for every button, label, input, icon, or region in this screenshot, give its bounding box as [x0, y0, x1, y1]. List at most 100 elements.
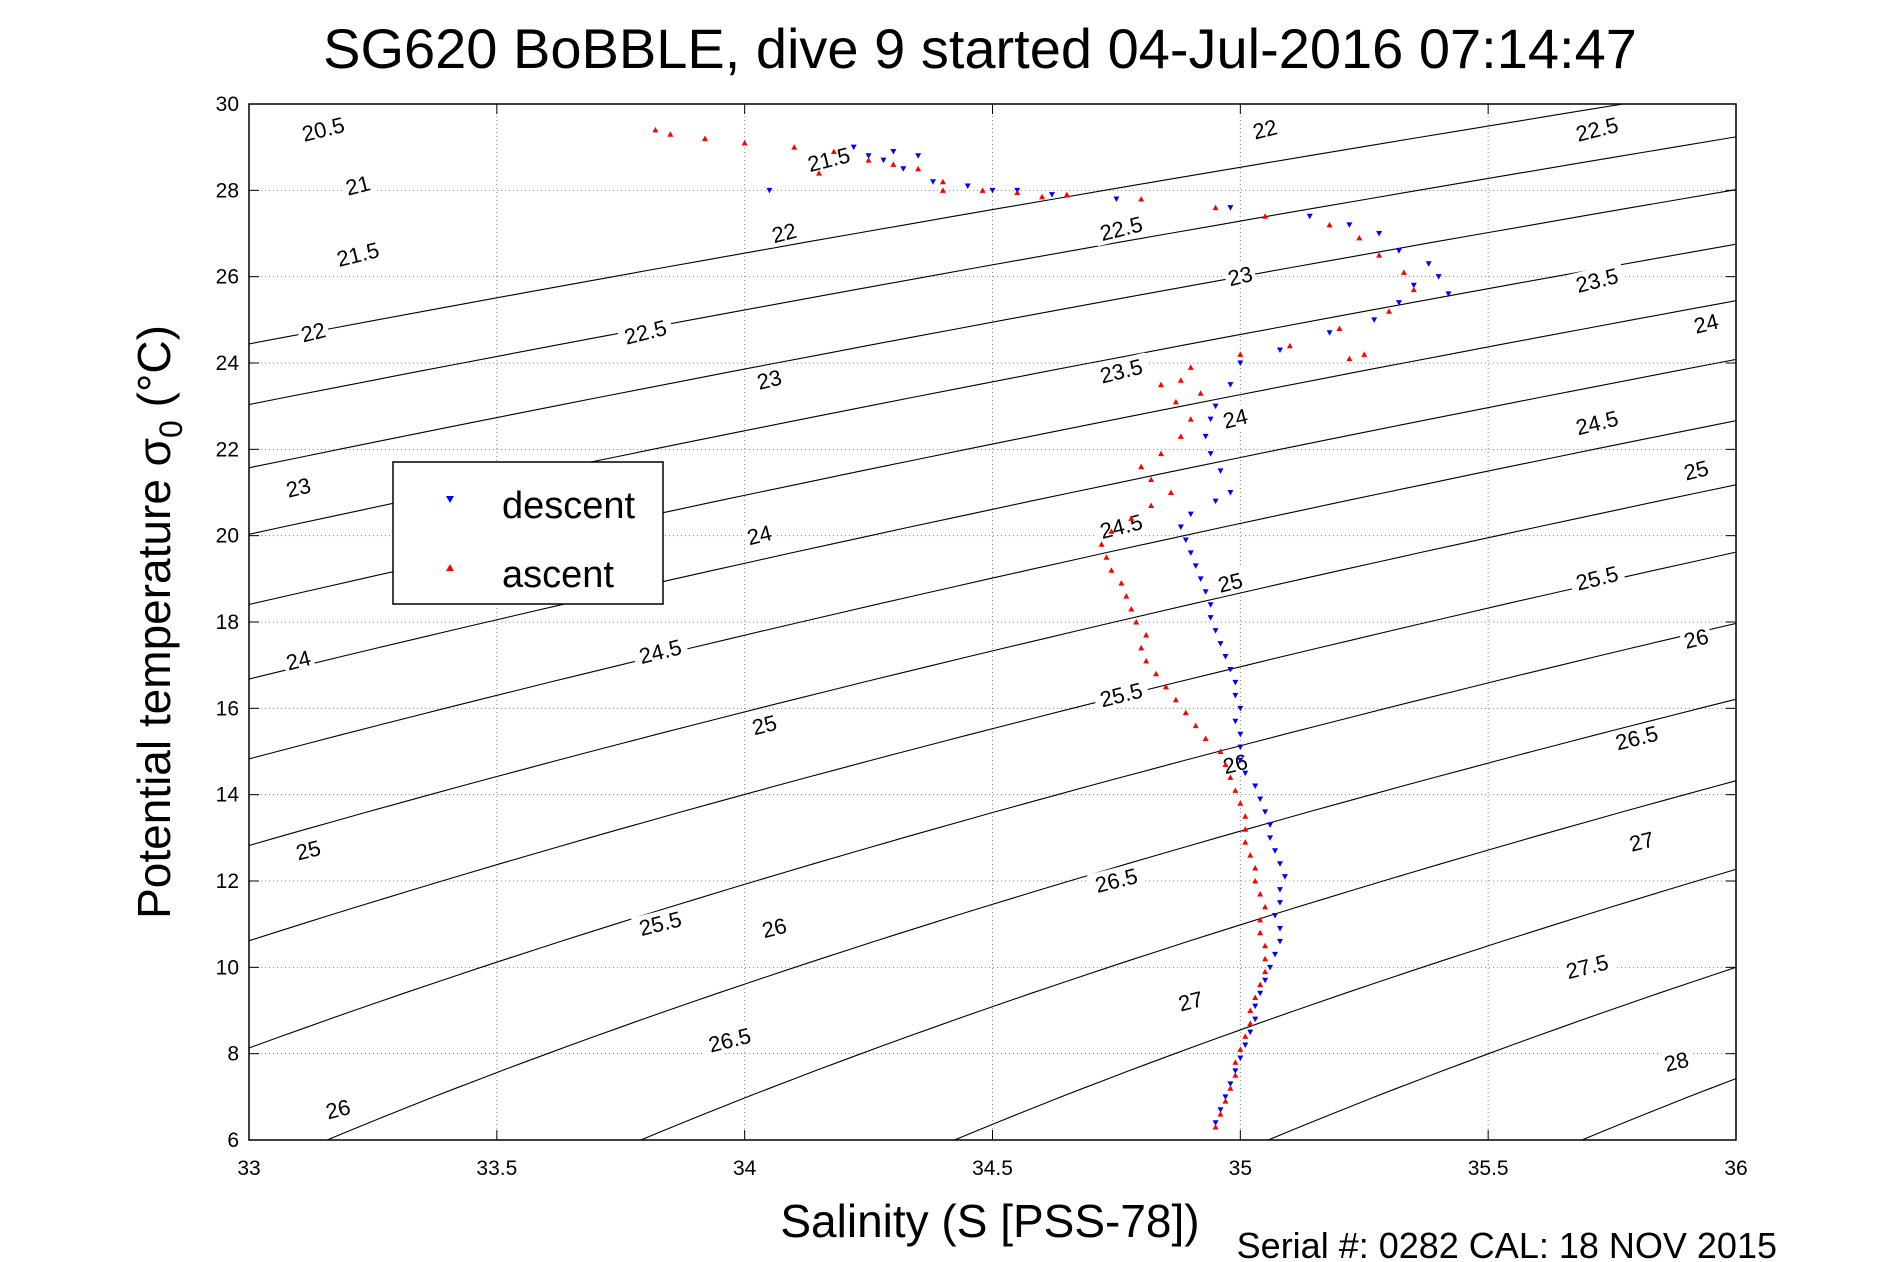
ascent-point [1376, 252, 1383, 258]
ascent-point [1187, 416, 1194, 422]
ascent-point [1138, 644, 1145, 651]
contour-label-group: 25 [1212, 566, 1248, 598]
contour-label-bg [1567, 404, 1627, 441]
ascent-point [1138, 463, 1145, 470]
contour-label-bg [1688, 307, 1724, 339]
ascent-point [1232, 787, 1239, 793]
contour-label-group: 22 [295, 316, 331, 347]
ascent-point [652, 126, 659, 133]
contour-label: 24 [1691, 309, 1721, 339]
contour-label-bg [1092, 352, 1151, 389]
descent-point [1276, 347, 1283, 354]
descent-point [1197, 576, 1204, 582]
descent-point [1276, 900, 1283, 906]
ascent-point [1103, 554, 1110, 560]
contour-label: 22 [298, 317, 328, 347]
ascent-point [1138, 195, 1145, 202]
contour-label-group: 25 [1678, 454, 1714, 486]
ascent-point [1172, 696, 1179, 703]
ascent-point [1123, 593, 1130, 599]
ascent-point [1237, 351, 1244, 357]
ascent-point [702, 135, 709, 142]
descent-point [1202, 433, 1209, 440]
ascent-point [1242, 826, 1249, 832]
contour-line-24.5 [249, 551, 1736, 942]
ascent-point [1222, 761, 1229, 767]
contour-label-group: 24 [741, 519, 777, 550]
ascent-point [1212, 1124, 1219, 1130]
contour-label-bg [746, 709, 782, 740]
ascent-point [1162, 683, 1169, 690]
contour-label: 25 [1215, 568, 1245, 598]
descent-point [1425, 261, 1432, 267]
ascent-point [1237, 1046, 1244, 1052]
descent-point [1207, 602, 1214, 608]
descent-point [880, 157, 887, 164]
contour-label-group: 24 [1217, 402, 1253, 434]
contour-line-24 [249, 484, 1736, 847]
contour-label-group: 23 [280, 471, 316, 503]
contour-label-bg [1092, 507, 1151, 545]
contour-label-bg [1607, 719, 1666, 756]
ascent-point [979, 187, 986, 193]
descent-point [1276, 887, 1283, 893]
contour-label: 25 [1681, 455, 1711, 485]
ascent-point [1222, 1098, 1229, 1104]
descent-point [1252, 1016, 1259, 1023]
descent-point [1227, 205, 1234, 211]
ascent-point [1262, 903, 1269, 910]
descent-point [1237, 744, 1244, 751]
ascent-point [1232, 1072, 1239, 1078]
contour-label-bg [1678, 623, 1714, 654]
contour-label-bg [290, 834, 326, 866]
contour-label-bg [1222, 260, 1258, 291]
contour-line-20.5 [249, 104, 1624, 345]
contour-label-bg [756, 912, 792, 943]
contour-label-group: 28 [1658, 1046, 1694, 1077]
ascent-point [1143, 657, 1150, 664]
descent-point [1237, 360, 1244, 366]
descent-point [1237, 757, 1244, 764]
ascent-point [1410, 286, 1417, 293]
contour-label: 21 [343, 170, 373, 200]
legend-box [392, 461, 664, 605]
ascent-point [1148, 502, 1155, 508]
descent-point [1212, 498, 1219, 505]
contour-label: 26 [759, 913, 789, 943]
contour-label-bg [280, 471, 316, 503]
contour-label-bg [1624, 825, 1660, 857]
x-tick-label: 36 [1724, 1157, 1747, 1180]
ascent-point [915, 165, 922, 172]
contour-label: 28 [1661, 1047, 1691, 1077]
ascent-point [1262, 968, 1269, 975]
contour-label-group: 22 [1247, 113, 1283, 145]
descent-point [1435, 274, 1442, 280]
y-tick-label: 10 [216, 956, 239, 979]
descent-point [1252, 1003, 1259, 1010]
contour-label: 25 [749, 710, 779, 740]
ascent-point [741, 139, 748, 146]
contour-label-bg [700, 1021, 759, 1058]
x-tick-label: 35 [1229, 1157, 1252, 1180]
ascent-point [1232, 1059, 1239, 1065]
ascent-point [1242, 1033, 1249, 1039]
contour-label-bg [1247, 113, 1283, 145]
contour-label-group: 24 [1688, 307, 1724, 339]
contour-label-bg [1567, 110, 1627, 148]
descent-point [1232, 1068, 1239, 1074]
contour-label: 23 [1225, 261, 1255, 291]
descent-point [1257, 796, 1264, 802]
ascent-point [1217, 1111, 1224, 1117]
ascent-point [939, 178, 946, 185]
ascent-point [1177, 377, 1184, 383]
descent-point [1267, 964, 1274, 971]
ascent-point [1143, 631, 1150, 638]
descent-point [850, 144, 857, 151]
contour-label: 26 [1681, 624, 1711, 654]
contour-line-21 [249, 136, 1736, 406]
descent-point [1272, 951, 1279, 958]
ascent-point [1247, 1007, 1254, 1013]
descent-point [1326, 330, 1333, 336]
contour-label-bg [799, 140, 858, 178]
ascent-point [1252, 994, 1259, 1001]
